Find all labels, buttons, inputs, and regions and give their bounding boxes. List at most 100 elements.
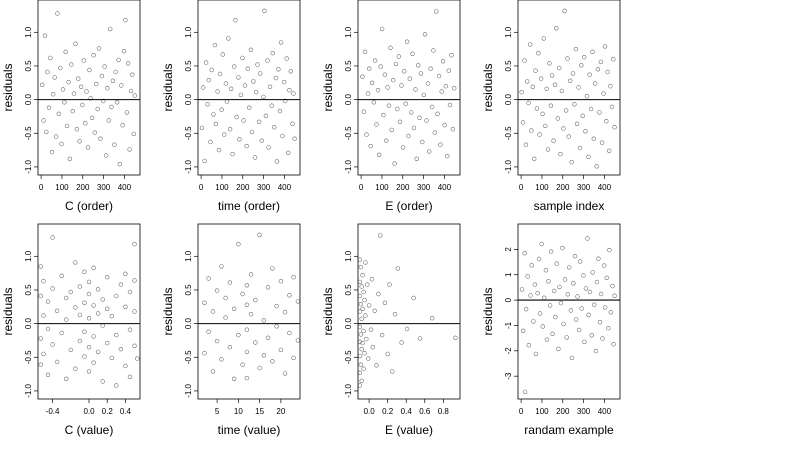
- data-point: [64, 123, 70, 129]
- y-axis-label: residuals: [1, 287, 15, 335]
- data-point: [41, 351, 46, 357]
- x-axis-label: E (order): [385, 199, 432, 213]
- data-point: [390, 369, 395, 374]
- data-point: [100, 297, 105, 302]
- data-point: [236, 75, 241, 80]
- data-point: [202, 158, 207, 164]
- data-point: [420, 139, 425, 145]
- data-point: [600, 336, 605, 341]
- data-point: [360, 306, 365, 311]
- data-point: [599, 140, 605, 145]
- data-point: [529, 263, 534, 268]
- data-point: [547, 61, 552, 66]
- data-point: [263, 113, 269, 119]
- data-point: [568, 308, 574, 313]
- data-point: [255, 62, 260, 67]
- data-point: [361, 366, 366, 371]
- data-point: [127, 374, 133, 379]
- data-point: [253, 89, 259, 95]
- y-tick-label: 1.0: [24, 26, 33, 38]
- data-point: [227, 280, 233, 285]
- data-point: [295, 338, 301, 343]
- data-point: [590, 270, 595, 275]
- data-point: [581, 273, 586, 278]
- data-point: [77, 139, 82, 144]
- data-point: [245, 66, 251, 71]
- data-point: [41, 313, 46, 318]
- data-point: [257, 119, 262, 125]
- data-point: [358, 362, 363, 367]
- data-point: [417, 336, 423, 341]
- data-point: [396, 54, 401, 59]
- data-point: [589, 333, 594, 338]
- data-point: [87, 67, 92, 73]
- y-tick-label: 0.0: [184, 318, 193, 330]
- data-point: [553, 314, 558, 320]
- data-point: [368, 327, 374, 332]
- x-tick-label: 200: [396, 183, 410, 192]
- data-point: [547, 303, 553, 308]
- data-point: [117, 162, 123, 167]
- data-point: [205, 102, 210, 107]
- plot-frame: [197, 0, 301, 176]
- data-point: [381, 112, 386, 118]
- y-axis-label: residuals: [321, 63, 335, 111]
- data-point: [286, 150, 291, 156]
- data-point: [370, 80, 375, 86]
- data-point: [452, 85, 457, 91]
- data-point: [442, 122, 447, 128]
- data-point: [361, 289, 366, 295]
- data-point: [573, 317, 579, 322]
- data-point: [453, 335, 458, 340]
- data-point: [266, 145, 271, 150]
- data-point: [366, 303, 372, 308]
- data-point: [48, 55, 53, 61]
- y-tick-label: 0.5: [344, 284, 353, 296]
- data-point: [59, 330, 64, 336]
- data-point: [569, 355, 575, 361]
- data-point: [546, 279, 551, 284]
- data-point: [544, 337, 550, 342]
- data-point: [135, 356, 140, 361]
- data-point: [601, 263, 607, 268]
- data-point: [219, 107, 224, 112]
- data-point: [272, 124, 277, 130]
- data-point: [377, 152, 382, 158]
- data-point: [374, 363, 379, 368]
- data-point: [249, 129, 255, 135]
- data-point: [548, 249, 554, 254]
- data-point: [280, 133, 285, 139]
- y-tick-label: 0.0: [24, 94, 33, 106]
- x-tick-label: 0.8: [438, 407, 450, 416]
- x-tick-label: 0.0: [83, 407, 95, 416]
- y-tick-label: 0.0: [344, 318, 353, 330]
- data-point: [215, 89, 220, 94]
- data-point: [125, 61, 131, 66]
- data-point: [82, 329, 87, 334]
- y-tick-label: 0.5: [504, 60, 513, 72]
- data-point: [411, 125, 417, 131]
- x-tick-label: 300: [417, 183, 431, 192]
- data-point: [522, 251, 527, 256]
- data-point: [577, 259, 583, 264]
- data-point: [269, 103, 274, 108]
- data-point: [63, 317, 69, 322]
- plot-frame: [37, 0, 141, 176]
- data-point: [543, 268, 549, 273]
- data-point: [445, 154, 450, 159]
- data-point: [104, 275, 110, 280]
- data-point: [238, 92, 244, 98]
- data-point: [114, 100, 120, 105]
- data-point: [121, 48, 127, 54]
- data-point: [371, 100, 376, 105]
- y-tick-label: -1: [504, 321, 513, 329]
- y-tick-label: 1.0: [184, 26, 193, 38]
- data-point: [561, 321, 566, 327]
- data-point: [404, 326, 410, 332]
- data-point: [208, 139, 213, 145]
- x-tick-label: 200: [236, 183, 250, 192]
- x-tick-label: 400: [598, 407, 612, 416]
- data-point: [244, 349, 250, 355]
- data-point: [382, 72, 388, 77]
- data-point: [540, 111, 545, 117]
